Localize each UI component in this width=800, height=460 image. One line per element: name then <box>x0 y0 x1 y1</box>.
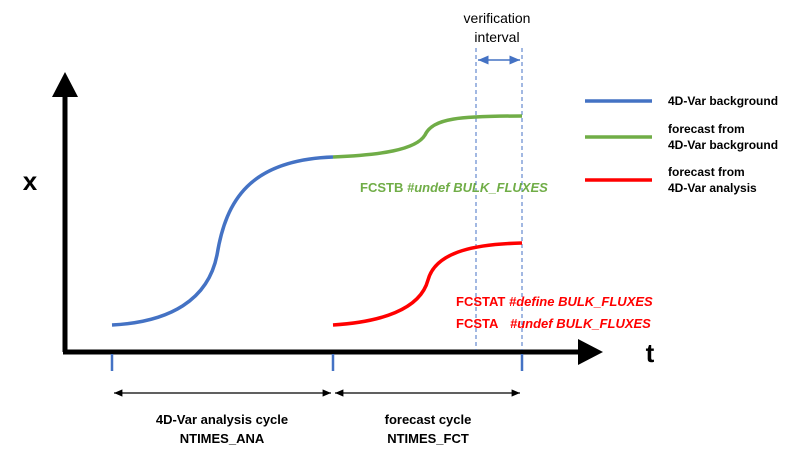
legend-label: 4D-Var background <box>668 94 778 108</box>
verification-label: interval <box>474 29 519 45</box>
annotation: FCSTA #undef BULK_FLUXES <box>456 316 651 331</box>
annotation: FCSTAT #define BULK_FLUXES <box>456 294 653 309</box>
x-arrow <box>578 339 603 365</box>
annotation-flag: #define BULK_FLUXES <box>509 294 653 309</box>
ticks <box>110 354 524 371</box>
y-arrow <box>52 72 78 97</box>
cycle-name: forecast cycle <box>385 412 472 427</box>
annotation-name: FCSTB <box>360 180 403 195</box>
verification-label: verification <box>464 10 531 26</box>
legend-label: 4D-Var analysis <box>668 181 757 195</box>
cycle-name: 4D-Var analysis cycle <box>156 412 288 427</box>
annotation-flag: #undef BULK_FLUXES <box>407 180 548 195</box>
annotation-flag: #undef BULK_FLUXES <box>510 316 651 331</box>
cycle-variable: NTIMES_ANA <box>180 431 265 446</box>
y-label: x <box>23 166 38 196</box>
x-label: t <box>646 338 655 368</box>
legend-label: 4D-Var background <box>668 138 778 152</box>
background-curve <box>111 155 334 327</box>
annotation-name: FCSTA <box>456 316 499 331</box>
annotation: FCSTB #undef BULK_FLUXES <box>360 180 548 195</box>
forecast-background-curve <box>332 114 523 159</box>
legend-label: forecast from <box>668 122 745 136</box>
cycle-variable: NTIMES_FCT <box>387 431 469 446</box>
legend-label: forecast from <box>668 165 745 179</box>
forecast-analysis-curve <box>332 241 523 327</box>
annotation-name: FCSTAT <box>456 294 505 309</box>
verification-lines <box>475 48 523 350</box>
